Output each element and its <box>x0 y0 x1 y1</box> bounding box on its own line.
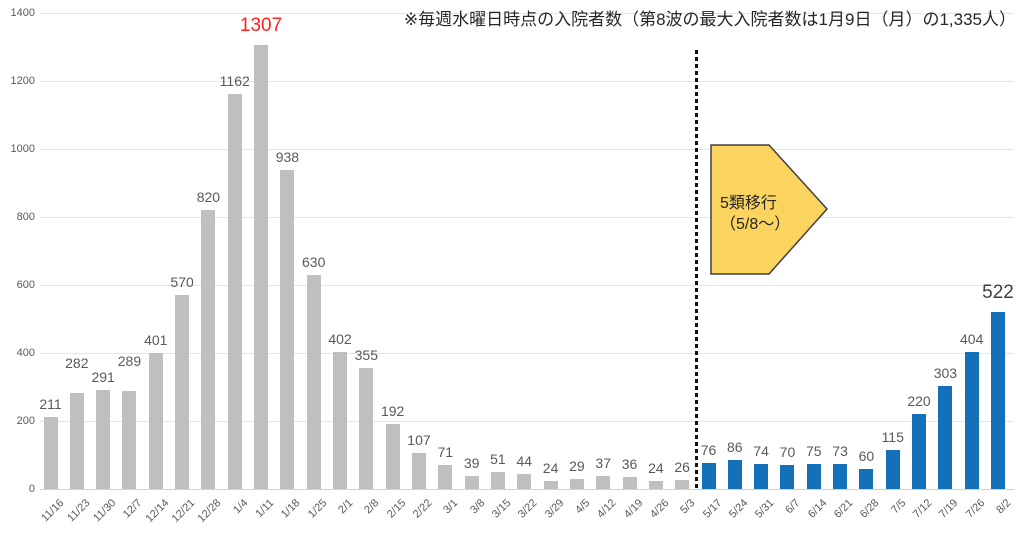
gridline-200 <box>40 420 1014 422</box>
bar-1/4 <box>227 93 242 489</box>
value-label-12/28: 820 <box>196 189 221 206</box>
value-label-6/28: 60 <box>858 447 875 464</box>
bar-6/28 <box>859 468 874 489</box>
value-label-12/7: 289 <box>117 352 142 369</box>
gridline-400 <box>40 352 1014 354</box>
value-label-3/8: 39 <box>463 454 480 471</box>
transition-callout-label: 5類移行 （5/8～） <box>720 193 790 235</box>
value-label-3/15: 51 <box>490 450 506 467</box>
bar-1/25 <box>306 274 321 489</box>
bar-5/3 <box>675 480 690 489</box>
value-label-3/29: 24 <box>542 459 559 476</box>
value-label-7/12: 220 <box>907 393 931 410</box>
bar-6/14 <box>806 463 821 489</box>
value-label-12/21: 570 <box>170 274 194 291</box>
value-label-5/3: 26 <box>674 459 690 476</box>
bar-7/26 <box>964 351 979 489</box>
value-label-3/1: 71 <box>437 443 454 460</box>
bar-6/7 <box>780 465 795 489</box>
bar-2/15 <box>385 423 400 489</box>
bar-3/15 <box>490 471 505 489</box>
bar-1/18 <box>280 170 295 489</box>
value-label-1/11: 1307 <box>239 14 283 36</box>
value-label-7/5: 115 <box>881 428 904 445</box>
y-axis-label-0: 0 <box>28 483 35 495</box>
bar-12/14 <box>148 352 163 489</box>
bar-2/22 <box>411 452 426 489</box>
value-label-6/21: 73 <box>832 443 848 460</box>
bar-4/5 <box>569 479 584 489</box>
bar-3/8 <box>464 475 479 489</box>
value-label-6/14: 75 <box>805 442 822 459</box>
gridline-0 <box>40 488 1014 490</box>
y-axis-label-600: 600 <box>16 279 35 291</box>
chart-note: ※毎週水曜日時点の入院者数（第8波の最大入院者数は1月9日（月）の1,335人） <box>403 10 1016 29</box>
value-label-5/24: 86 <box>727 438 743 455</box>
y-axis-label-400: 400 <box>16 347 35 359</box>
pentagon-arrow-shape <box>710 144 829 275</box>
gridline-600 <box>40 284 1014 286</box>
bar-3/22 <box>517 474 532 489</box>
value-label-2/1: 402 <box>328 331 352 348</box>
value-label-1/4: 1162 <box>219 72 250 89</box>
transition-divider-dotted-line <box>695 50 698 491</box>
bar-4/26 <box>648 480 663 489</box>
value-label-6/7: 70 <box>779 444 796 461</box>
value-label-5/17: 76 <box>700 442 717 459</box>
bar-12/7 <box>122 390 137 489</box>
y-axis-label-1200: 1200 <box>10 75 35 87</box>
bar-4/19 <box>622 476 637 489</box>
bar-2/8 <box>359 368 374 489</box>
value-label-1/25: 630 <box>302 253 326 270</box>
bar-7/5 <box>885 449 900 489</box>
gridline-1200 <box>40 80 1014 82</box>
bar-11/16 <box>43 417 58 489</box>
value-label-8/2: 522 <box>982 281 1014 303</box>
value-label-2/22: 107 <box>407 431 431 448</box>
bar-7/12 <box>912 414 927 489</box>
y-axis-label-200: 200 <box>16 415 35 427</box>
value-label-4/26: 24 <box>648 459 664 476</box>
bar-8/2 <box>991 311 1006 489</box>
bar-5/31 <box>754 463 769 489</box>
gridline-800 <box>40 216 1014 218</box>
bar-11/23 <box>69 393 84 489</box>
bar-11/30 <box>96 390 111 489</box>
value-label-7/26: 404 <box>960 330 984 347</box>
bar-12/28 <box>201 210 216 489</box>
value-label-1/18: 938 <box>275 149 300 166</box>
value-label-5/31: 74 <box>753 442 769 459</box>
value-label-3/22: 44 <box>516 453 533 470</box>
value-label-2/15: 192 <box>380 402 405 419</box>
value-label-4/19: 36 <box>621 455 638 472</box>
value-label-4/5: 29 <box>569 458 585 475</box>
bar-4/12 <box>596 476 611 489</box>
bar-2/1 <box>333 352 348 489</box>
bar-12/21 <box>175 295 190 489</box>
value-label-2/8: 355 <box>354 347 378 364</box>
bar-5/24 <box>727 459 742 489</box>
callout-line-2: （5/8～） <box>720 216 791 233</box>
bar-1/11 <box>254 44 269 489</box>
y-axis-label-1400: 1400 <box>10 7 35 19</box>
value-label-11/16: 211 <box>39 396 62 413</box>
value-label-12/14: 401 <box>144 331 168 348</box>
y-axis-label-1000: 1000 <box>10 143 35 155</box>
value-label-4/12: 37 <box>595 455 611 472</box>
callout-line-1: 5類移行 <box>720 195 777 212</box>
value-label-11/23: 282 <box>65 355 89 372</box>
bar-7/19 <box>938 385 953 489</box>
value-label-7/19: 303 <box>933 364 958 381</box>
value-label-11/30: 291 <box>91 369 115 386</box>
bar-3/29 <box>543 480 558 489</box>
bar-3/1 <box>438 464 453 489</box>
gridline-1000 <box>40 148 1014 150</box>
gridline-1400 <box>40 12 1014 14</box>
bar-6/21 <box>833 464 848 489</box>
bar-5/17 <box>701 463 716 489</box>
y-axis-label-800: 800 <box>16 211 35 223</box>
